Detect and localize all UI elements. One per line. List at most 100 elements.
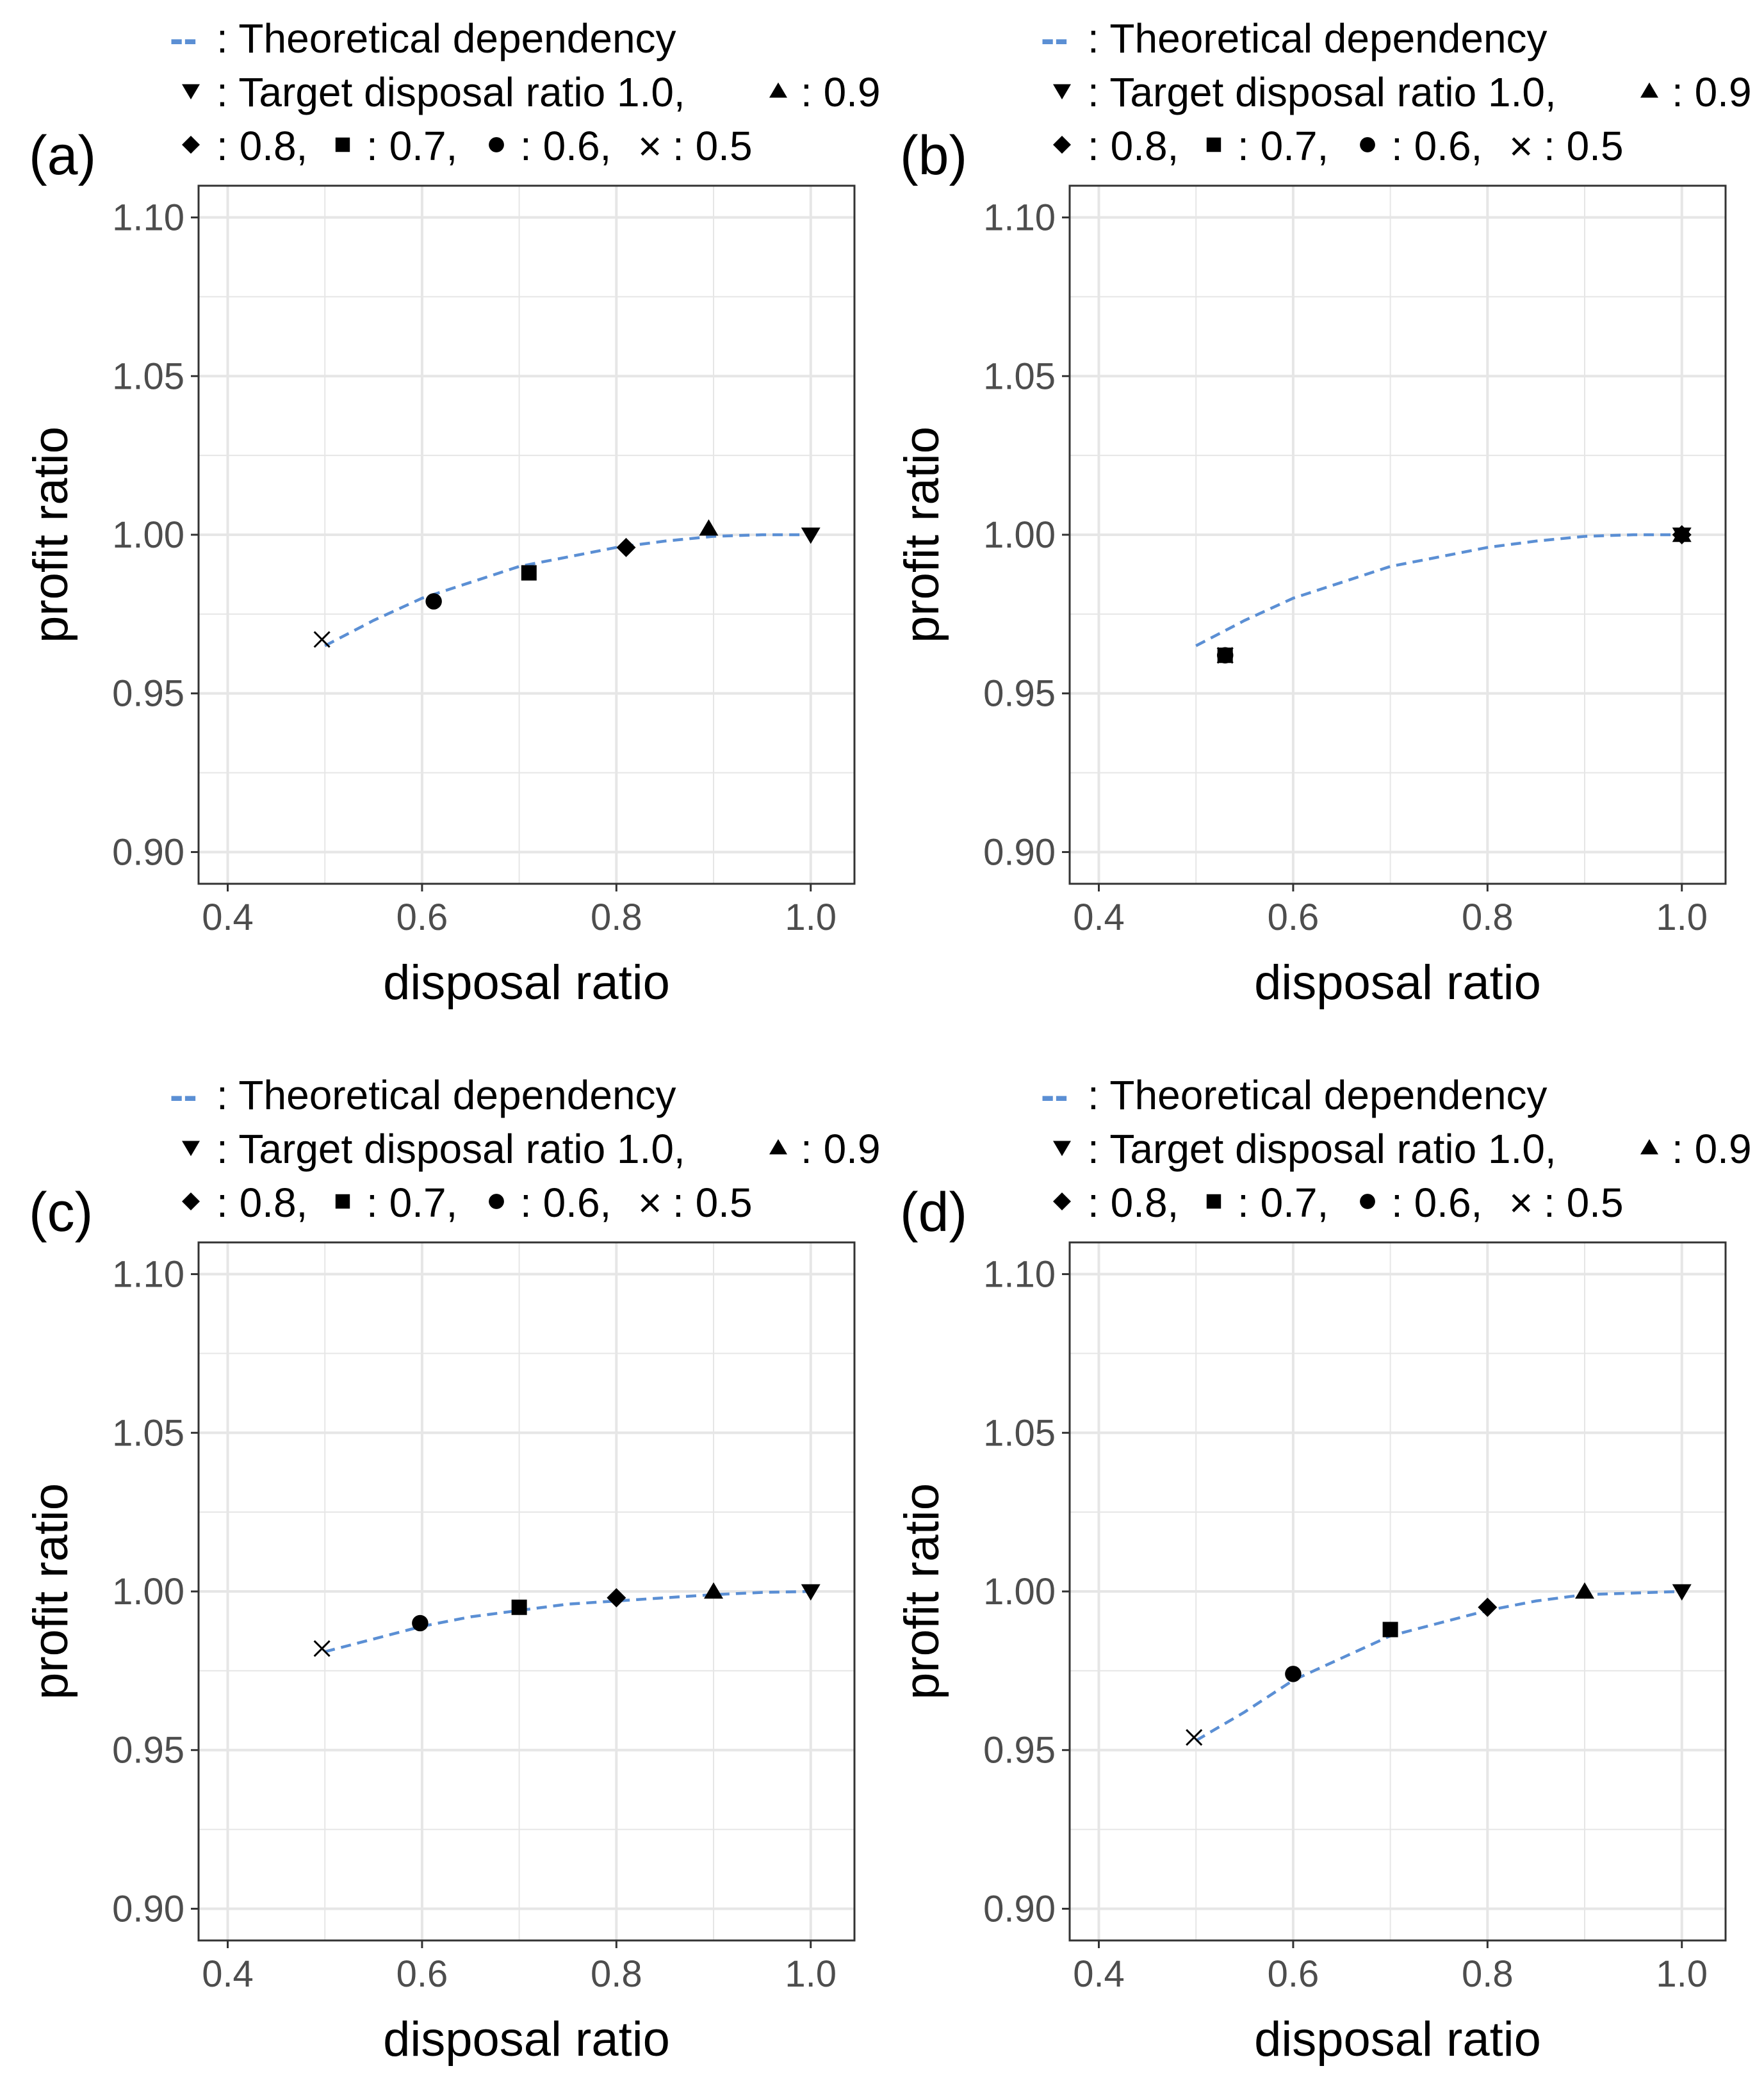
legend-line-symbol: -- — [170, 1072, 197, 1118]
point-square — [521, 565, 537, 581]
x-tick-label: 0.4 — [202, 1953, 254, 1995]
y-tick-label: 1.05 — [983, 355, 1056, 397]
legend-marker-triangle-up — [769, 82, 787, 98]
axes: 0.4 0.6 0.8 1.0 0.90 0.95 1.00 1.05 1.10 disposal… — [895, 197, 1708, 1010]
legend-marker-cross-glyph: × — [1509, 1180, 1533, 1226]
data-points — [313, 519, 821, 648]
y-tick-label: 1.00 — [983, 1571, 1056, 1613]
legend-marker-diamond — [182, 136, 200, 154]
y-tick-label: 1.00 — [112, 1571, 184, 1613]
legend: --: Theoretical dependency: Target dispo… — [170, 1072, 881, 1226]
x-tick-label: 0.8 — [1462, 1953, 1514, 1995]
x-tick-label: 1.0 — [785, 1953, 837, 1995]
x-tick-label: 0.6 — [1268, 1953, 1319, 1995]
x-tick-label: 0.8 — [591, 1953, 642, 1995]
legend-marker-diamond — [1053, 136, 1071, 154]
point-cross — [1216, 647, 1234, 664]
theory-line — [324, 533, 811, 647]
legend-marker-circle — [489, 137, 504, 152]
legend-row3-b: : 0.7, — [366, 123, 457, 169]
y-tick-label: 0.90 — [112, 1888, 184, 1930]
x-tick-label: 1.0 — [1656, 897, 1708, 938]
legend-marker-diamond — [182, 1192, 200, 1210]
cross-stroke-2 — [313, 1640, 331, 1657]
y-tick-label: 1.00 — [983, 514, 1056, 556]
y-tick-label: 1.10 — [983, 197, 1056, 239]
legend-marker-cross-glyph: × — [638, 1180, 662, 1226]
y-tick-label: 0.90 — [112, 831, 184, 873]
x-tick-label: 0.6 — [1268, 897, 1319, 938]
x-tick-label: 1.0 — [1656, 1953, 1708, 1995]
legend-line-symbol: -- — [1041, 1072, 1068, 1118]
legend-marker-square — [335, 137, 350, 152]
point-diamond — [1478, 1597, 1498, 1617]
legend-marker-square — [1206, 137, 1221, 152]
data-points — [313, 1582, 821, 1657]
y-tick-label: 0.95 — [983, 673, 1056, 715]
x-axis-title: disposal ratio — [1254, 2012, 1541, 2067]
y-axis-title: profit ratio — [24, 1483, 78, 1700]
point-diamond — [607, 1588, 626, 1607]
legend-marker-circle — [1360, 1194, 1375, 1209]
legend-marker-triangle-down — [182, 84, 200, 100]
x-axis-title: disposal ratio — [383, 2012, 670, 2067]
y-tick-label: 1.00 — [112, 514, 184, 556]
y-axis-title: profit ratio — [895, 427, 949, 643]
panel-b: -- : Theoretical dependency : Target dispo… — [895, 15, 1752, 1010]
panel-label: (d) — [900, 1182, 967, 1243]
legend-row3-a: : 0.8, — [1088, 123, 1179, 169]
point-triangle-up — [704, 1582, 724, 1599]
y-tick-label: 0.95 — [112, 673, 184, 715]
point-triangle-down — [801, 527, 821, 544]
legend-line-text: : Theoretical dependency — [1088, 15, 1548, 61]
y-tick-label: 0.90 — [983, 1888, 1056, 1930]
axes: 0.4 0.6 0.8 1.0 0.90 0.95 1.00 1.05 1.10 disposal… — [895, 1254, 1708, 2067]
legend: -- : Theoretical dependency : Target dispo… — [1041, 15, 1752, 169]
legend-row2-suffix: : 0.9 — [1672, 1126, 1752, 1172]
legend-marker-triangle-down — [1053, 84, 1071, 100]
legend-row3-a: : 0.8, — [216, 123, 307, 169]
cross-stroke-2 — [313, 631, 331, 648]
point-triangle-up — [699, 519, 719, 536]
point-triangle-down — [801, 1584, 821, 1601]
y-tick-label: 1.10 — [112, 197, 184, 239]
cross-stroke-2 — [1186, 1728, 1203, 1746]
axes: 0.4 0.6 0.8 1.0 0.90 0.95 1.00 1.05 1.10 disposal… — [24, 197, 837, 1010]
y-tick-label: 0.95 — [983, 1730, 1056, 1771]
theory-line — [1195, 533, 1682, 647]
legend-row2-prefix: : Target disposal ratio 1.0, — [216, 1126, 685, 1172]
legend-marker-triangle-up — [1640, 1139, 1658, 1155]
y-tick-label: 0.95 — [112, 1730, 184, 1771]
y-tick-label: 1.05 — [983, 1412, 1056, 1454]
grid — [1070, 186, 1726, 884]
panel-a: --: Theoretical dependency: Target dispo… — [24, 15, 881, 1010]
point-circle — [425, 593, 442, 610]
x-tick-label: 0.4 — [1073, 897, 1125, 938]
panel-label: (b) — [900, 125, 967, 186]
legend-row3-a: : 0.8, — [216, 1180, 307, 1226]
y-tick-label: 1.05 — [112, 1412, 184, 1454]
x-axis-title: disposal ratio — [1254, 956, 1541, 1010]
legend-row3-d: : 0.5 — [673, 1180, 753, 1226]
legend-row3-d: : 0.5 — [1544, 1180, 1624, 1226]
legend-marker-cross-glyph: × — [1509, 123, 1533, 169]
data-points — [1186, 1582, 1692, 1746]
legend-marker-triangle-down — [1053, 1141, 1071, 1157]
theory-line — [1195, 1590, 1682, 1742]
legend: --: Theoretical dependency: Target dispo… — [1041, 1072, 1752, 1226]
x-axis-title: disposal ratio — [383, 956, 670, 1010]
legend-row3-a: : 0.8, — [1088, 1180, 1179, 1226]
legend-marker-triangle-down — [182, 1141, 200, 1157]
legend-row3-c: : 0.6, — [520, 123, 611, 169]
x-tick-label: 0.8 — [591, 897, 642, 938]
point-cross — [313, 631, 331, 648]
y-tick-label: 1.05 — [112, 355, 184, 397]
legend-line-text: : Theoretical dependency — [216, 15, 676, 61]
point-circle — [412, 1614, 429, 1632]
legend-row2-suffix: : 0.9 — [1672, 69, 1752, 115]
legend-row2-prefix: : Target disposal ratio 1.0, — [1088, 69, 1556, 115]
legend-line-symbol: -- — [1041, 15, 1068, 61]
legend-marker-cross-glyph: × — [638, 123, 662, 169]
point-cross — [313, 1640, 331, 1657]
theory-line — [324, 1590, 811, 1654]
